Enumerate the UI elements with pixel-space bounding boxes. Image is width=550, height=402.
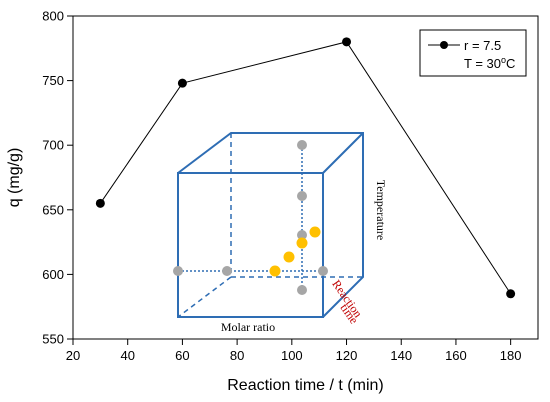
cube-grey-point (297, 191, 307, 201)
legend-box (419, 29, 527, 77)
cube-orange-point (309, 226, 321, 238)
x-tick-label: 140 (390, 348, 412, 363)
x-tick-label: 20 (66, 348, 80, 363)
data-point (95, 198, 105, 208)
cube-grey-point (297, 285, 307, 295)
data-point (342, 37, 352, 47)
plot-frame (72, 15, 539, 340)
series-polyline (99, 41, 512, 295)
y-tick-label: 700 (42, 138, 64, 153)
cube-top-right-edge (322, 132, 364, 174)
legend-entry-temperature: T = 30oC (464, 55, 515, 71)
cube-orange-point (269, 265, 281, 277)
cube-grey-point (222, 266, 232, 276)
x-tick-label: 160 (445, 348, 467, 363)
cube-grey-point (297, 140, 307, 150)
cube-orange-point (296, 237, 308, 249)
cube-hidden-depth (177, 276, 232, 318)
x-tick-label: 100 (281, 348, 303, 363)
cube-grey-point (297, 230, 307, 240)
cube-grey-point (318, 266, 328, 276)
x-tick-label: 80 (230, 348, 244, 363)
data-point (177, 78, 187, 88)
legend-temp-degree: o (501, 55, 506, 65)
series-line (95, 37, 516, 299)
cube-front-face (177, 172, 324, 318)
legend-temp-prefix: T = 30 (464, 56, 501, 71)
legend-marker (440, 41, 448, 49)
x-tick-label: 40 (120, 348, 134, 363)
x-axis-ticks: 20 40 60 80 100 120 140 160 180 (66, 339, 522, 363)
cube-label-temperature: Temperature (374, 180, 388, 240)
y-tick-label: 800 (42, 9, 64, 24)
x-tick-label: 60 (175, 348, 189, 363)
y-tick-label: 750 (42, 73, 64, 88)
legend-entry-ratio: r = 7.5 (464, 38, 501, 53)
legend-temp-unit: C (506, 56, 515, 71)
x-axis-label: Reaction time / t (min) (227, 377, 383, 394)
cube-orange-point (283, 251, 295, 263)
cube-grey-point (173, 266, 183, 276)
legend: r = 7.5 T = 30oC (419, 29, 527, 77)
data-point (506, 289, 516, 299)
y-tick-label: 550 (42, 332, 64, 347)
x-tick-label: 180 (500, 348, 522, 363)
y-tick-label: 600 (42, 267, 64, 282)
x-tick-label: 120 (336, 348, 358, 363)
y-axis-ticks: 550 600 650 700 750 800 (42, 9, 73, 347)
cube-label-molar-ratio: Molar ratio (221, 320, 275, 334)
y-tick-label: 650 (42, 202, 64, 217)
y-axis-label: q (mg/g) (6, 148, 23, 208)
